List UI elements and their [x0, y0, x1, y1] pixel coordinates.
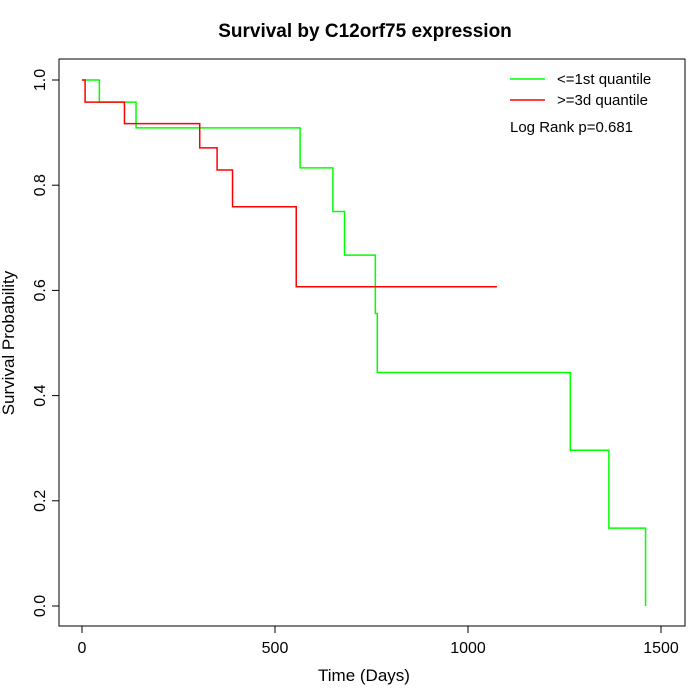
x-axis-label: Time (Days) — [318, 666, 410, 685]
plot-frame — [58, 58, 686, 627]
y-tick-label: 0.4 — [32, 384, 49, 406]
x-axis: 0 500 1000 1500 — [78, 625, 679, 657]
log-rank-annotation: Log Rank p=0.681 — [510, 119, 633, 136]
x-tick-label: 500 — [262, 640, 289, 657]
series-line-2 — [82, 79, 497, 288]
y-tick-label: 0.8 — [32, 174, 49, 196]
chart-title: Survival by C12orf75 expression — [218, 21, 512, 42]
series-line-1 — [82, 79, 647, 606]
y-tick-label: 0.0 — [32, 595, 49, 617]
y-axis-label: Survival Probability — [0, 270, 18, 415]
x-tick-label: 1000 — [450, 640, 486, 657]
x-tick-label: 0 — [78, 640, 87, 657]
y-tick-label: 0.6 — [32, 279, 49, 301]
y-tick-label: 0.2 — [32, 490, 49, 512]
y-tick-label: 1.0 — [32, 69, 49, 91]
series-layer — [82, 79, 647, 606]
x-tick-label: 1500 — [643, 640, 679, 657]
legend-label-1: <=1st quantile — [557, 71, 651, 88]
y-axis: 0.0 0.2 0.4 0.6 0.8 1.0 — [32, 69, 60, 617]
legend-label-2: >=3d quantile — [557, 92, 648, 109]
legend: <=1st quantile >=3d quantile — [510, 71, 651, 109]
